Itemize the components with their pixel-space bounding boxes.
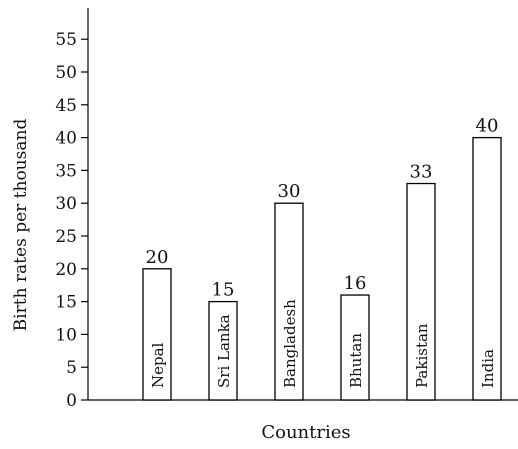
- data-label: 30: [278, 181, 301, 202]
- category-labels: Nepal Sri Lanka Bangladesh Bhutan Pakistan In…: [149, 299, 497, 388]
- bar-bangladesh: [274, 202, 304, 401]
- data-label: 20: [146, 247, 169, 268]
- data-label: 16: [344, 273, 367, 294]
- data-label: 40: [476, 116, 499, 137]
- y-tick-label: 55: [55, 30, 77, 50]
- y-tick-label: 25: [55, 227, 77, 247]
- category-label: Bangladesh: [281, 299, 299, 388]
- category-label: Nepal: [149, 342, 167, 388]
- bar-nepal: [142, 268, 172, 401]
- data-label: 15: [212, 280, 235, 301]
- category-label: Bhutan: [347, 333, 365, 388]
- y-tick-label: 50: [55, 63, 77, 83]
- data-labels: 20 15 30 16 33 40: [146, 116, 499, 301]
- y-tick-label: 0: [66, 391, 77, 411]
- y-tick-label: 40: [55, 129, 77, 149]
- y-tick-label: 15: [55, 293, 77, 313]
- y-axis-title: Birth rates per thousand: [11, 119, 31, 332]
- y-tick-label: 20: [55, 260, 77, 280]
- bar-sri-lanka: [208, 300, 238, 401]
- y-tick-label: 35: [55, 161, 77, 181]
- category-label: India: [479, 349, 497, 388]
- bars: [142, 136, 502, 401]
- bar-india: [472, 136, 502, 401]
- bar-bhutan: [340, 294, 370, 401]
- category-label: Pakistan: [413, 323, 431, 388]
- y-tick-label: 10: [55, 325, 77, 345]
- y-tick-label: 45: [55, 96, 77, 116]
- bar-pakistan: [406, 182, 436, 401]
- y-tick-label: 30: [55, 194, 77, 214]
- data-label: 33: [410, 162, 433, 183]
- x-axis-title: Countries: [261, 422, 350, 443]
- y-axis-ticks: 0 5 10 15 20 25 30 35 40 45 50 55: [55, 30, 88, 411]
- y-tick-label: 5: [66, 358, 77, 378]
- category-label: Sri Lanka: [215, 314, 233, 388]
